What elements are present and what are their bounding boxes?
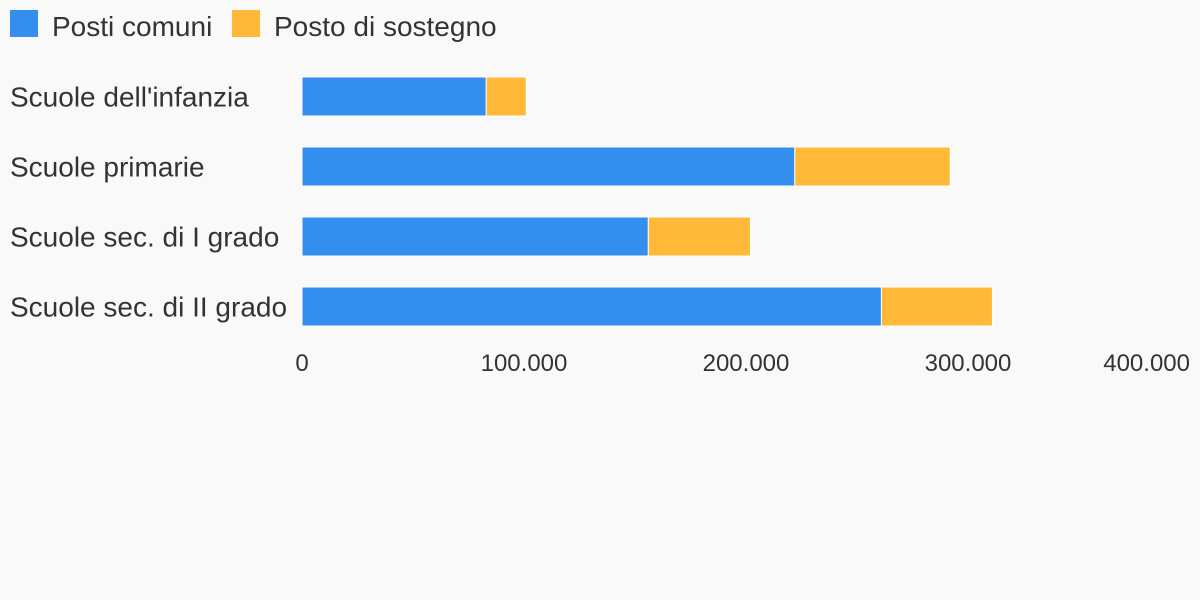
bar-posti-comuni-scuole-dell-infanzia: [301, 76, 487, 117]
x-tick-label: 400.000: [1103, 350, 1190, 377]
category-label: Scuole sec. di II grado: [10, 292, 287, 323]
category-label: Scuole primarie: [10, 152, 205, 183]
bars: [301, 76, 993, 327]
x-tick-label: 0: [295, 350, 308, 377]
legend-label-posti-comuni: Posti comuni: [52, 11, 212, 42]
legend-swatch-posto-di-sostegno: [232, 10, 260, 37]
legend-swatch-posti-comuni: [10, 10, 38, 37]
bar-posti-comuni-scuole-sec-di-ii-grado: [301, 286, 882, 327]
bar-posti-comuni-scuole-primarie: [301, 146, 796, 187]
category-label: Scuole dell'infanzia: [10, 82, 249, 113]
bar-posti-comuni-scuole-sec-di-i-grado: [301, 216, 649, 257]
x-tick-label: 100.000: [481, 350, 568, 377]
x-tick-label: 300.000: [925, 350, 1012, 377]
category-label: Scuole sec. di I grado: [10, 222, 279, 253]
legend: Posti comuni Posto di sostegno: [10, 10, 497, 42]
bar-posto-di-sostegno-scuole-sec-di-i-grado: [647, 216, 751, 257]
bar-posto-di-sostegno-scuole-sec-di-ii-grado: [880, 286, 993, 327]
x-axis: 0 100.000 200.000 300.000 400.000: [295, 350, 1190, 377]
x-tick-label: 200.000: [703, 350, 790, 377]
category-labels: Scuole dell'infanzia Scuole primarie Scuol…: [10, 82, 287, 323]
bar-posto-di-sostegno-scuole-primarie: [794, 146, 951, 187]
bar-posto-di-sostegno-scuole-dell-infanzia: [485, 76, 527, 117]
legend-label-posto-di-sostegno: Posto di sostegno: [274, 11, 497, 42]
